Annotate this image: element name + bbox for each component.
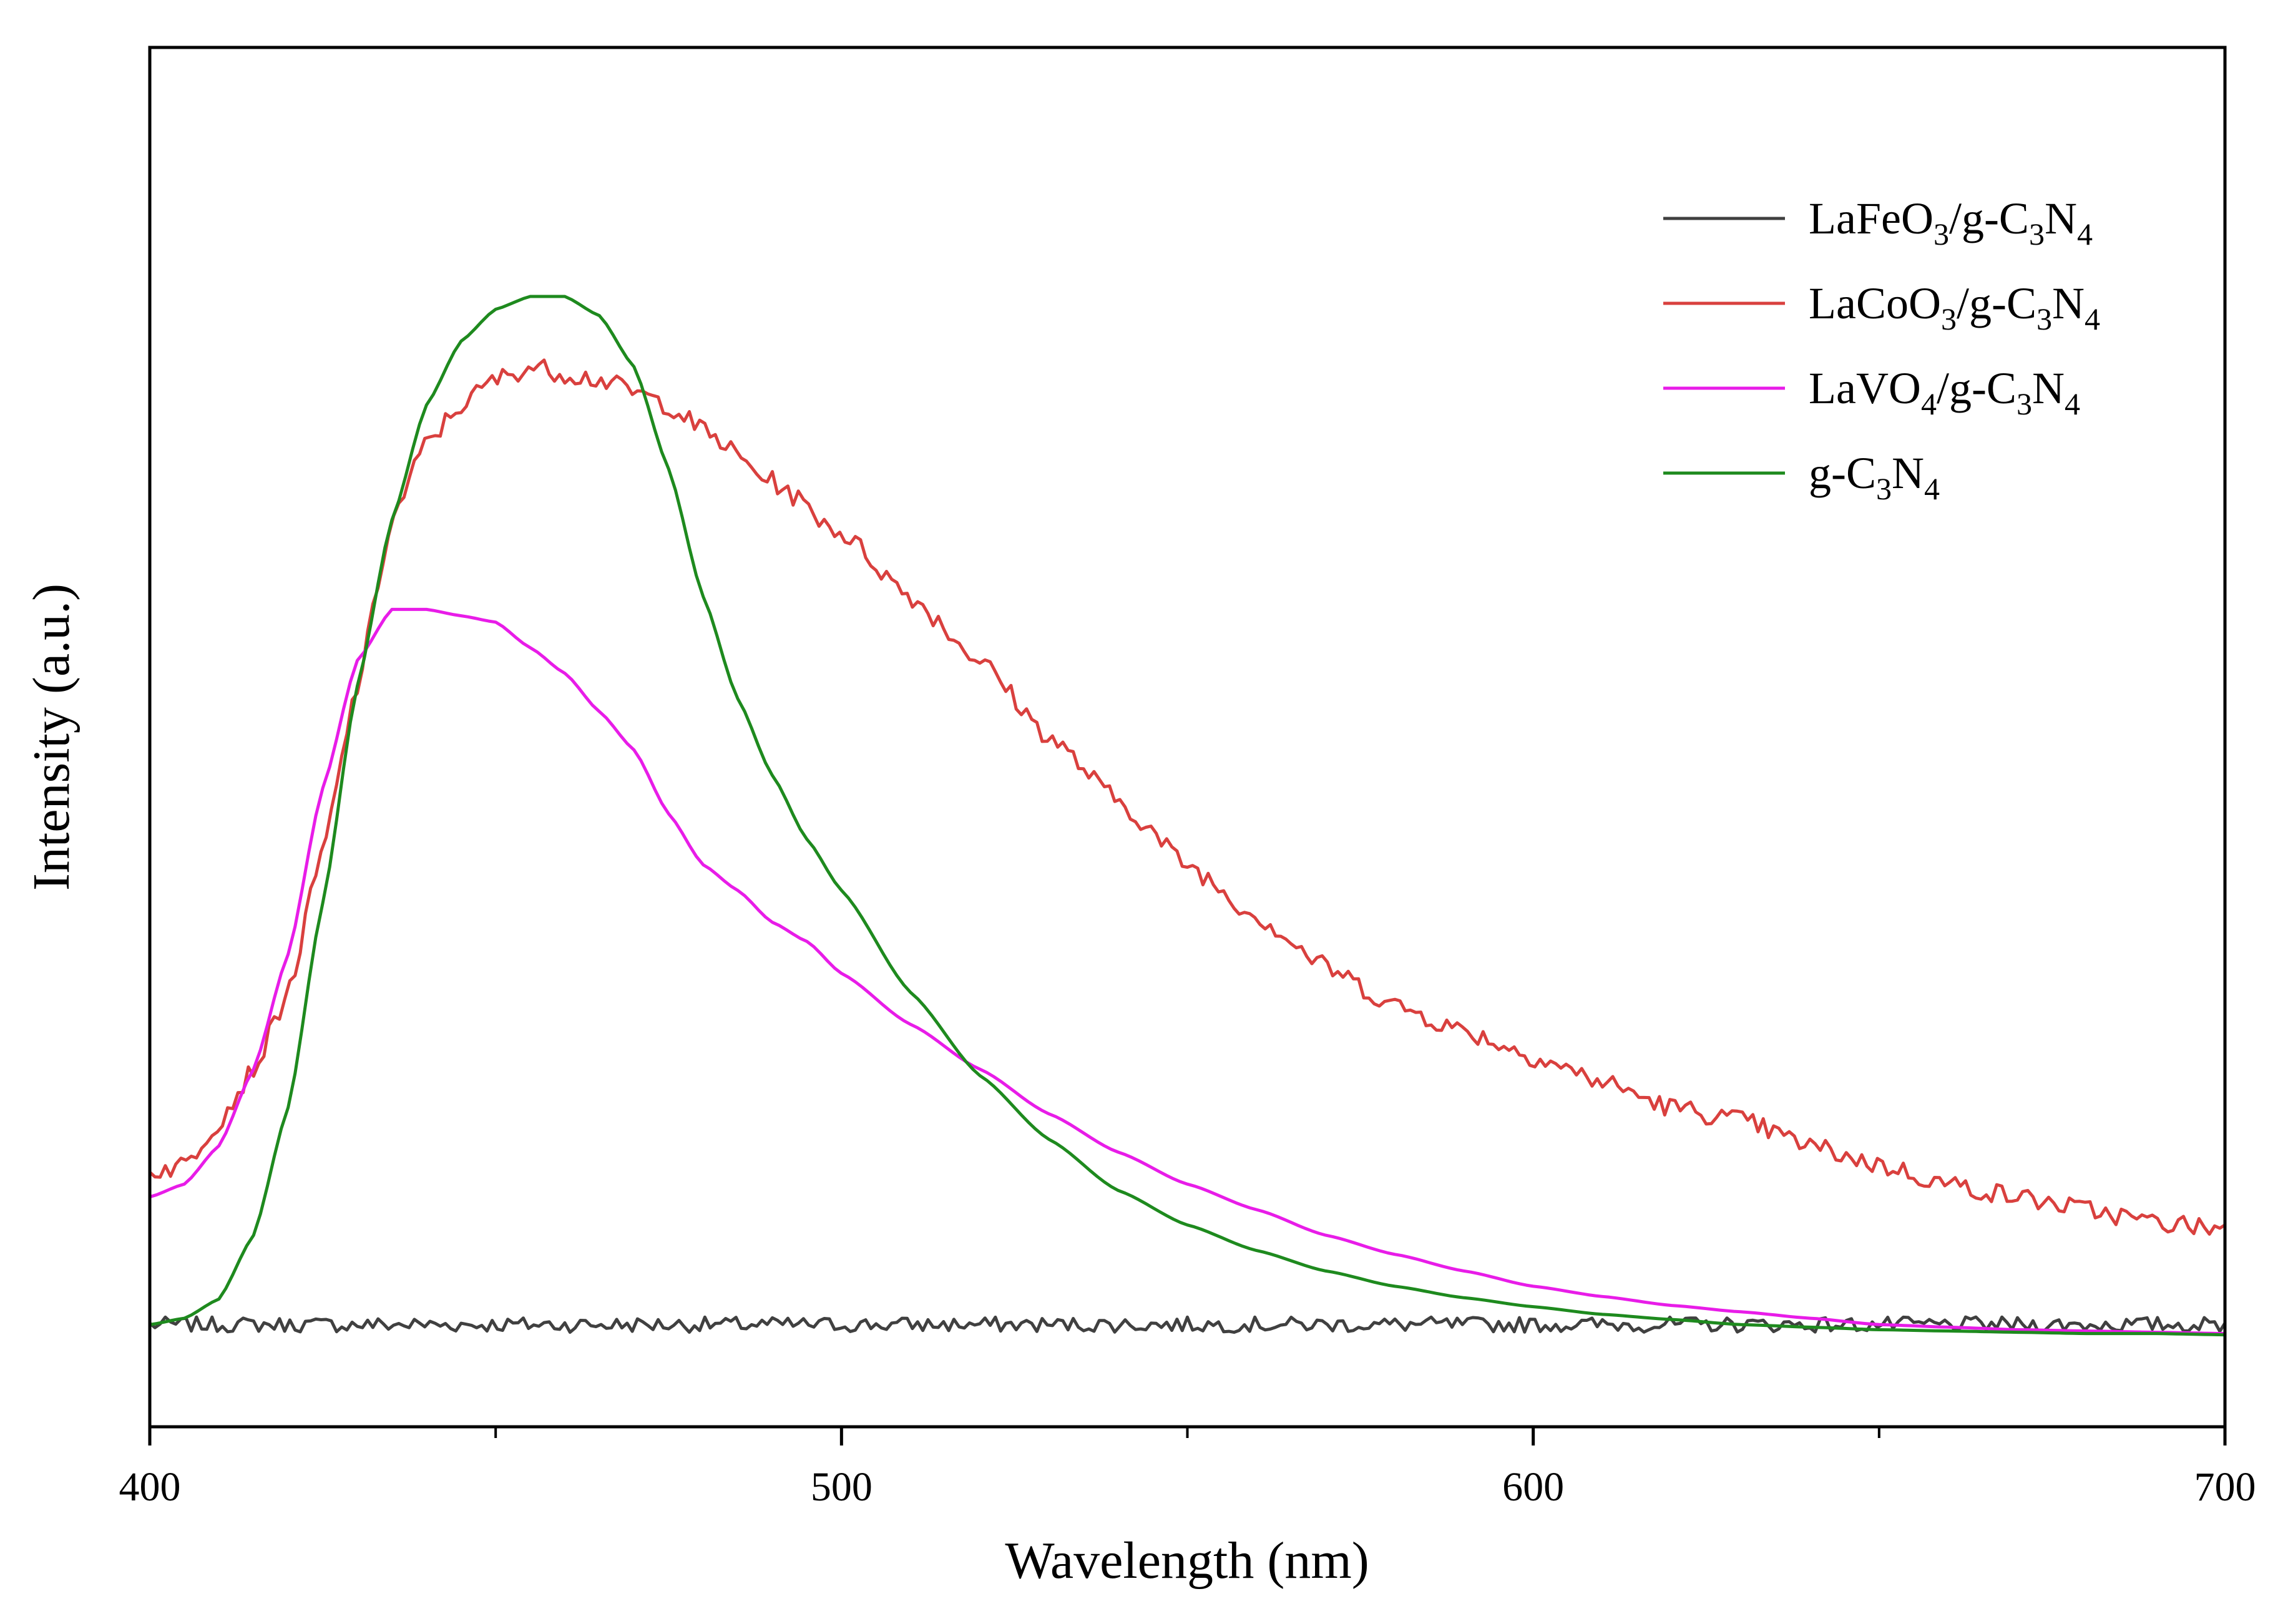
legend: LaFeO3/g-C3N4 LaCoO3/g-C3N4 LaVO4/g-C3N4 g-… [1663,193,2100,506]
legend-label-3: g-C3N4 [1809,448,1940,506]
y-axis-title: Intensity (a.u.) [22,584,81,891]
series-layer [149,295,2227,1337]
x-axis-title: Wavelength (nm) [1005,1532,1369,1590]
x-axis: 400 500 600 700 [119,1427,2256,1510]
series-line-2 [149,607,2226,1336]
plot-frame [148,46,2227,1429]
series-line-3 [149,295,2226,1337]
x-tick-label: 400 [119,1464,181,1510]
legend-label-0: LaFeO3/g-C3N4 [1809,193,2093,252]
x-tick-label: 500 [811,1464,873,1510]
series-line-0 [149,1315,2227,1334]
series-line-1 [149,358,2226,1236]
x-tick-label: 700 [2194,1464,2256,1510]
legend-label-2: LaVO4/g-C3N4 [1809,363,2080,421]
x-tick-label: 600 [1502,1464,1564,1510]
legend-label-1: LaCoO3/g-C3N4 [1809,278,2100,336]
